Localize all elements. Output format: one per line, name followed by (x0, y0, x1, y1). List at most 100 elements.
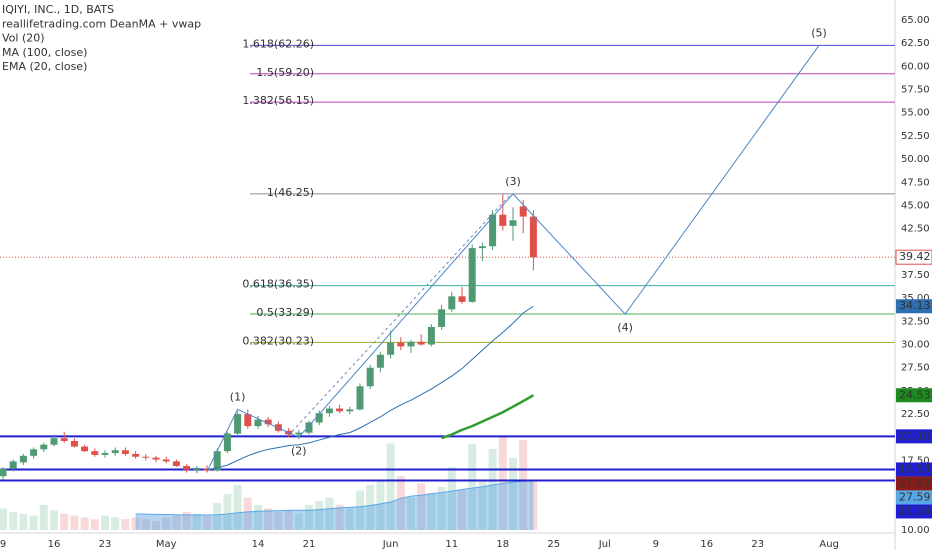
candle-body (295, 432, 303, 435)
axes: 65.00 62.50 60.00 57.50 55.00 52.50 50.00 47.50… (0, 15, 930, 550)
price-badge-text: 20.10 (899, 429, 931, 442)
volume-bar (437, 486, 446, 530)
volume-bar (90, 519, 99, 530)
volume-bar (335, 504, 344, 530)
x-tick-label: Jul (598, 539, 611, 550)
price-badge (896, 299, 932, 314)
x-tick-label: 23 (99, 539, 112, 550)
x-tick-label: 25 (547, 539, 560, 550)
wave-label: (5) (811, 26, 827, 39)
candle-body (81, 446, 89, 452)
volume-bar (0, 508, 7, 530)
price-badge-text: 27.591M (899, 490, 932, 503)
candle-body (448, 296, 456, 310)
volume-bar (294, 513, 303, 530)
volume-bar (101, 515, 109, 530)
candle-body (366, 367, 374, 387)
y-tick-label: 35.00 (901, 293, 930, 304)
y-tick-label: 50.00 (901, 154, 930, 165)
candle-body (489, 214, 497, 247)
volume-bar (233, 485, 242, 530)
price-badge-text: 16.53 (899, 462, 931, 475)
price-badge-text: 24.53 (899, 388, 931, 401)
volume-bar (29, 515, 38, 530)
legend-text: EMA (20, close) (2, 60, 87, 73)
candle-body (19, 455, 27, 463)
volume-bar (192, 513, 201, 530)
volume-bar (468, 443, 477, 530)
legend-text: Vol (20) (2, 32, 45, 45)
volume-bar (182, 512, 191, 530)
y-tick-label: 45.00 (901, 200, 930, 211)
y-tick-label: 22.50 (901, 409, 930, 420)
y-tick-label: 32.50 (901, 316, 930, 327)
candle-body (9, 461, 17, 469)
price-badge (896, 462, 932, 477)
candle-body (142, 456, 150, 458)
candle-body (193, 467, 201, 470)
candle-body (325, 408, 333, 414)
candle-body (387, 342, 395, 355)
candle-body (121, 450, 129, 454)
wave-line (206, 45, 820, 472)
candle-body (427, 326, 435, 345)
price-badge-text: 34.13 (899, 299, 931, 312)
price-badge (895, 249, 932, 265)
fib-label: 0.5(33.29) (256, 306, 314, 319)
volume-bar (70, 515, 79, 530)
candle-body (0, 468, 7, 477)
volume-bar (386, 443, 395, 530)
volume-bar (478, 479, 487, 530)
price-badge (896, 504, 932, 519)
volume-bar (111, 517, 120, 530)
price-badge (896, 429, 932, 444)
fib-label: 0.382(30.23) (242, 334, 314, 347)
candle-body (519, 206, 527, 217)
volume-bar (509, 458, 517, 530)
candle-body (50, 438, 58, 445)
wave-label: (4) (617, 321, 633, 334)
x-tick-label: 9 (0, 539, 6, 550)
x-tick-label: 23 (751, 539, 764, 550)
y-tick-label: 57.50 (901, 85, 930, 96)
wave-label: (3) (505, 175, 521, 188)
fib-label: 1.5(59.20) (256, 66, 314, 79)
candle-body (152, 457, 160, 460)
x-tick-label: Jun (382, 539, 399, 550)
candle-body (499, 214, 507, 226)
fib-label: 0.618(36.35) (242, 278, 314, 291)
legend-text: MA (100, close) (2, 46, 87, 59)
volume-bar (162, 517, 171, 530)
volume-bar (213, 503, 222, 530)
y-tick-label: 30.00 (901, 340, 930, 351)
volume-bar (80, 517, 89, 530)
x-tick-label: 18 (496, 539, 509, 550)
candle-body (315, 413, 323, 423)
candle-body (30, 449, 38, 456)
volume-bar (172, 515, 181, 530)
candle-body (346, 409, 354, 412)
candle-body (40, 444, 48, 450)
candle-body (305, 422, 313, 433)
volume-bar (396, 476, 405, 530)
volume-bar (39, 504, 48, 530)
candle-body (91, 451, 99, 455)
candle-body (458, 296, 466, 302)
legend-text: IQIYI, INC., 1D, BATS (2, 3, 114, 16)
candle-body (60, 438, 68, 441)
y-tick-label: 42.50 (901, 224, 930, 235)
volume-bar (254, 504, 262, 530)
x-tick-label: Aug (819, 539, 839, 550)
fib-label: 1.618(62.26) (242, 37, 314, 50)
candle-body (223, 433, 231, 452)
y-tick-label: 37.50 (901, 270, 930, 281)
volume-bar (407, 497, 415, 530)
volume-bar (447, 467, 456, 530)
x-tick-label: 9 (653, 539, 659, 550)
candle-body (213, 451, 221, 471)
volume-bar (19, 513, 28, 530)
x-tick-label: 11 (445, 539, 458, 550)
volume-bar (223, 494, 232, 530)
price-badge (896, 490, 932, 505)
